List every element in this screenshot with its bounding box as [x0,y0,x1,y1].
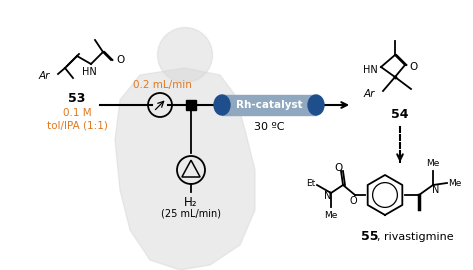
Ellipse shape [308,95,324,115]
Text: Me: Me [448,178,462,187]
Text: , rivastigmine: , rivastigmine [377,232,453,242]
Text: N: N [324,191,332,201]
Polygon shape [115,68,255,270]
Text: 55: 55 [361,231,379,244]
Text: 30 ºC: 30 ºC [254,122,284,132]
Text: Ar: Ar [364,89,375,99]
Text: 54: 54 [391,109,409,122]
Text: O: O [349,196,357,206]
Text: HN: HN [82,67,96,77]
Ellipse shape [214,95,230,115]
Text: H₂: H₂ [184,195,198,208]
Text: Me: Me [324,211,338,220]
Text: Rh-catalyst: Rh-catalyst [236,100,302,110]
Bar [222,95,316,115]
Ellipse shape [158,28,212,83]
Text: 0.1 M: 0.1 M [63,108,91,118]
Text: 0.2 mL/min: 0.2 mL/min [132,80,192,90]
Text: (25 mL/min): (25 mL/min) [161,209,221,219]
Text: tol/IPA (1:1): tol/IPA (1:1) [46,120,107,130]
Text: N: N [432,185,440,195]
Text: 53: 53 [68,92,86,104]
Text: O: O [334,163,342,173]
Text: Et: Et [307,178,315,187]
Text: O: O [409,62,417,72]
Text: O: O [116,55,124,65]
Text: Me: Me [426,158,440,167]
Text: Ar: Ar [39,71,50,81]
Bar [186,100,196,110]
Text: HN: HN [363,65,378,75]
